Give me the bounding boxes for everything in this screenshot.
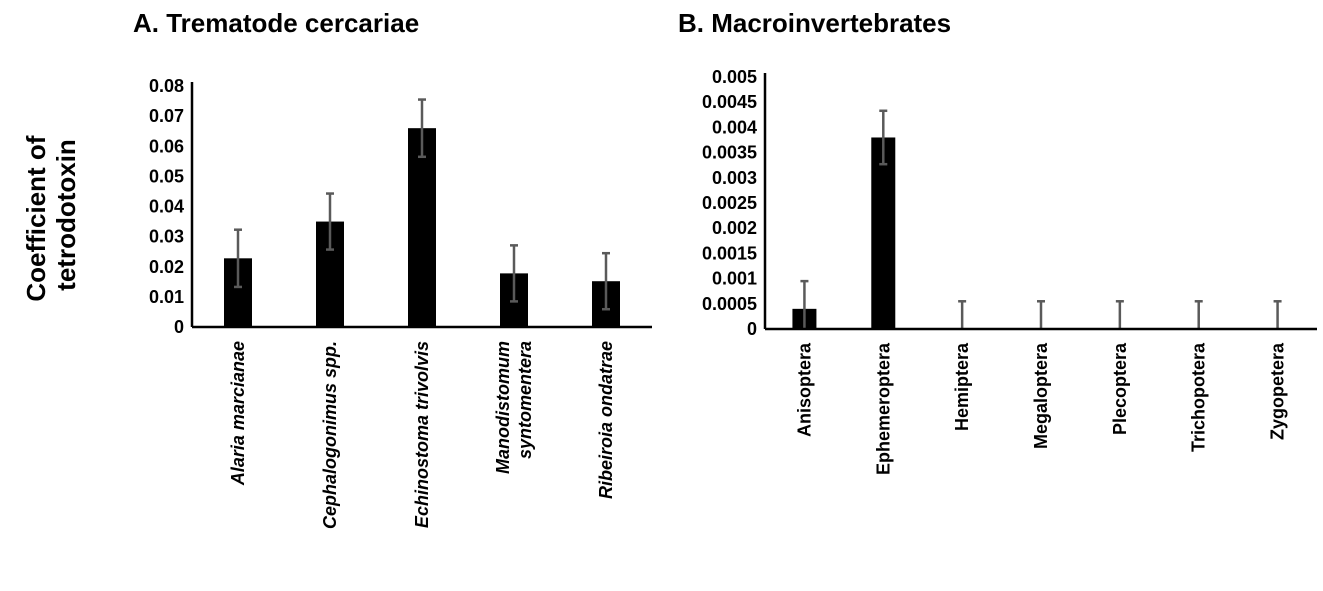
error-bar [418,98,426,159]
y-tick-label: 0.06 [149,136,184,156]
error-bar [234,228,242,289]
y-tick-label: 0.001 [712,269,757,289]
y-tick-label: 0.005 [712,67,757,87]
category-label: Ribeiroia ondatrae [596,341,616,499]
y-tick-label: 0 [747,319,757,339]
panel-b-categories: Anisoptera Ephemeroptera Hemiptera Megalopt… [794,342,1287,475]
y-tick-label: 0.002 [712,218,757,238]
panel-b-axes [763,73,1317,331]
y-axis-label-line-1: Coefficient of [21,135,51,301]
error-bar [326,192,334,251]
y-tick-label: 0 [174,317,184,337]
category-label: Echinostoma trivolvis [412,341,432,528]
y-tick-label: 0.0025 [702,193,757,213]
y-axis-label: Coefficient of tetrodotoxin [21,128,81,301]
y-tick-label: 0.03 [149,227,184,247]
y-tick-label: 0.08 [149,76,184,96]
error-bar [602,251,610,311]
bar [871,137,896,329]
category-label: Zygopetera [1268,342,1288,440]
panel-a-categories: Alaria marcianae Cephalogonimus spp. Echin… [228,341,616,529]
panel-a: A. Trematode cercariae 0 0.01 0.02 0.03 0.04… [133,8,652,529]
error-bar [1273,300,1282,329]
category-label: Ephemeroptera [873,342,893,475]
panel-b-title: B. Macroinvertebrates [678,8,951,38]
y-tick-label: 0.0005 [702,294,757,314]
category-label: Plecoptera [1110,342,1130,435]
y-tick-label: 0.05 [149,166,184,186]
y-tick-label: 0.04 [149,197,184,217]
y-tick-label: 0.01 [149,287,184,307]
y-tick-label: 0.004 [712,117,757,137]
y-tick-label: 0.02 [149,257,184,277]
y-tick-label: 0.0035 [702,143,757,163]
category-label: Anisoptera [794,342,814,437]
panel-b-error-bars [800,109,1282,329]
panel-a-title: A. Trematode cercariae [133,8,419,38]
category-label: Megaloptera [1031,342,1051,449]
error-bar [800,279,809,329]
panel-a-axes [190,82,652,329]
error-bar [1115,300,1124,329]
error-bar [510,244,518,303]
panel-b: B. Macroinvertebrates 0 0.0005 0.001 0.0015… [678,8,1317,475]
y-axis-label-line-2: tetrodotoxin [51,139,81,291]
category-label: Trichopotera [1189,342,1209,452]
y-tick-label: 0.003 [712,168,757,188]
panel-a-y-ticks: 0 0.01 0.02 0.03 0.04 0.05 0.06 0.07 0.08 [149,76,184,337]
bar [408,128,436,327]
category-label: Manodistomum syntomentera [493,341,535,474]
category-label: Hemiptera [952,342,972,431]
error-bar [1194,300,1203,329]
panel-b-y-ticks: 0 0.0005 0.001 0.0015 0.002 0.0025 0.003 0.0035… [702,67,757,339]
category-label: Alaria marcianae [228,341,248,486]
error-bar [879,109,888,166]
panel-a-error-bars [234,98,610,311]
panel-b-bars [792,137,896,329]
error-bar [1037,300,1045,329]
y-tick-label: 0.07 [149,106,184,126]
category-label: Cephalogonimus spp. [320,341,340,529]
y-tick-label: 0.0045 [702,92,757,112]
y-tick-label: 0.0015 [702,243,757,263]
error-bar [958,300,967,329]
